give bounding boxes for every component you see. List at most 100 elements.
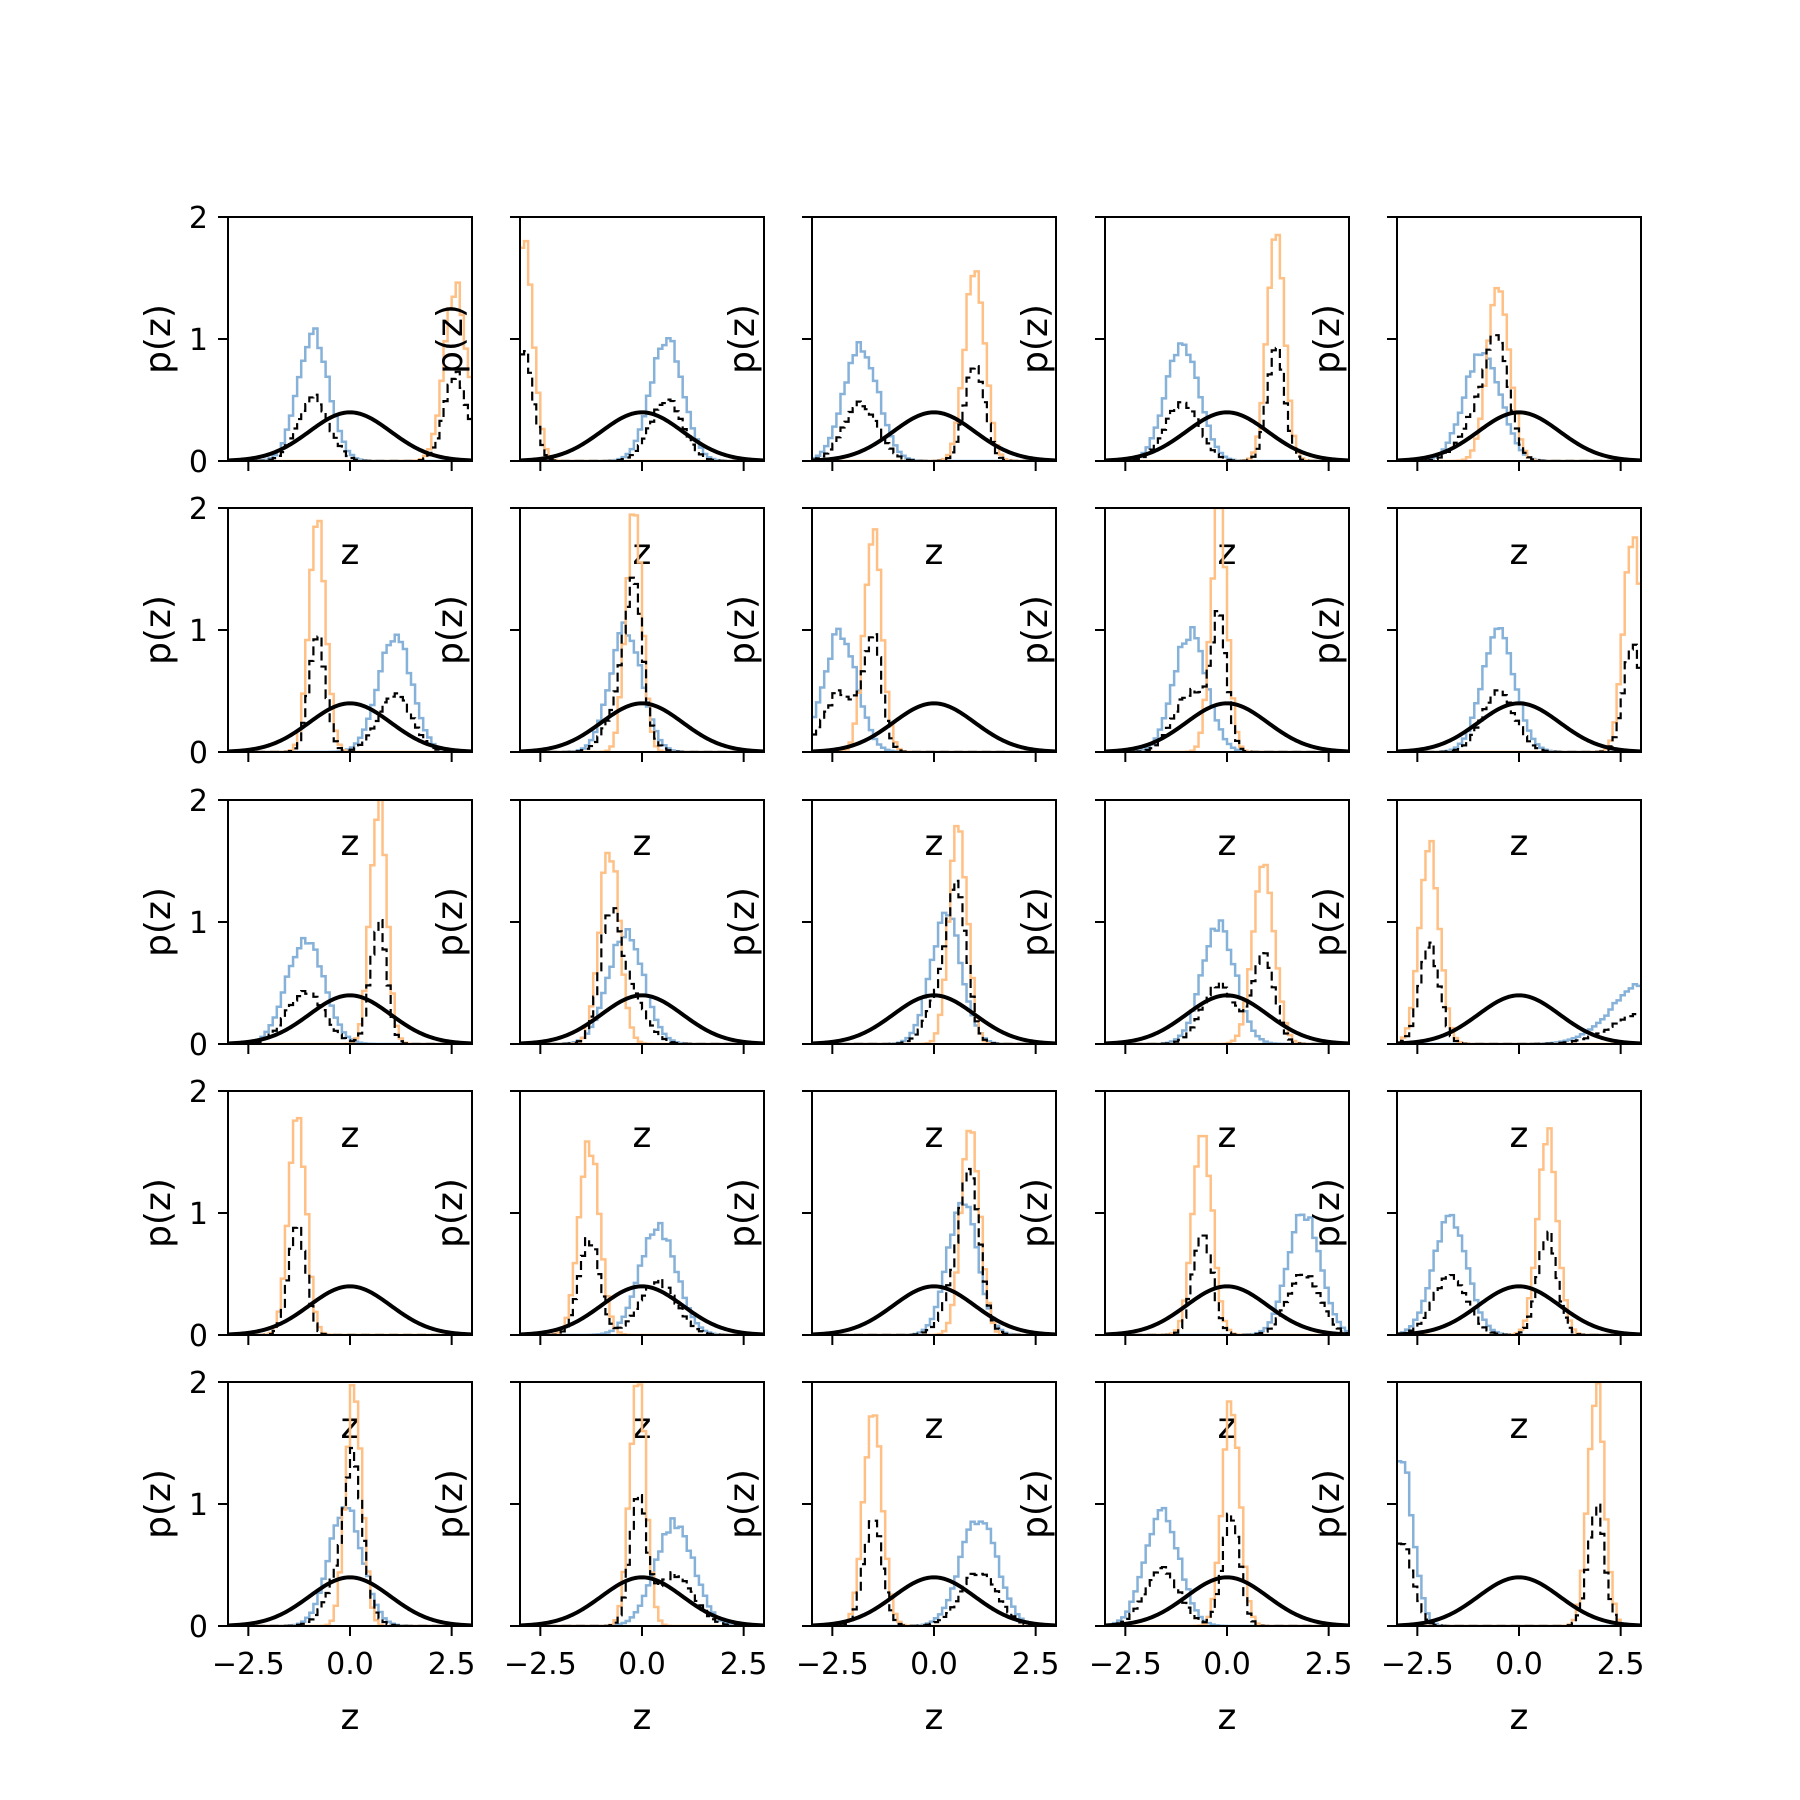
prior-density-curve [1105, 701, 1349, 752]
prior-density-curve [520, 1284, 764, 1335]
mixture-histogram [1397, 1503, 1641, 1626]
prior-density-curve [812, 410, 1056, 461]
orange-histogram [228, 1383, 472, 1626]
mixture-histogram [1397, 1230, 1641, 1335]
orange-histogram [1105, 1400, 1349, 1626]
panel: zp(z) [1307, 1090, 1642, 1447]
panel: −2.5 0.0 2.5 z p(z) [430, 1381, 768, 1738]
x-tick-label: 0.0 [326, 1647, 374, 1682]
x-axis-label: z [1510, 1406, 1529, 1447]
x-axis-label: z [1510, 1115, 1529, 1156]
panel: zp(z) [1015, 799, 1350, 1156]
x-tick-label: −2.5 [796, 1647, 869, 1682]
prior-density-curve [520, 1575, 764, 1626]
y-tick-label: 2 [189, 492, 208, 527]
blue-histogram [1105, 1506, 1349, 1626]
y-axis-label: p(z) [1015, 595, 1056, 665]
x-axis-label: z [925, 1115, 944, 1156]
x-tick-label: −2.5 [212, 1647, 285, 1682]
panel-plot-area [1105, 508, 1349, 752]
x-axis-label: z [341, 1115, 360, 1156]
y-axis-label: p(z) [1307, 1469, 1348, 1539]
mixture-histogram [812, 1519, 1056, 1626]
panel: z p(z) [722, 1090, 1057, 1447]
panel: −2.5 0.0 2.5 z p(z) [722, 1381, 1060, 1738]
panel-plot-area [1105, 1400, 1349, 1626]
panel: 0 1 2 z p(z) [138, 492, 473, 864]
x-tick-label: 2.5 [1305, 1647, 1353, 1682]
x-axis-label: z [1510, 532, 1529, 573]
mixture-histogram [520, 349, 764, 461]
y-tick-label: 2 [189, 784, 208, 819]
prior-density-curve [1397, 993, 1641, 1044]
prior-density-curve [228, 701, 472, 752]
panel: z p(z) [1307, 507, 1642, 864]
mixture-histogram [1105, 951, 1349, 1044]
y-axis-label: p(z) [138, 1469, 179, 1539]
mixture-histogram [1105, 610, 1349, 752]
prior-density-curve [1105, 1575, 1349, 1626]
x-axis-label: z [1218, 1697, 1237, 1738]
prior-density-curve [1397, 701, 1641, 752]
prior-density-curve [812, 1575, 1056, 1626]
y-axis-label: p(z) [1307, 304, 1348, 374]
y-tick-label: 2 [189, 1366, 208, 1401]
y-axis-label: p(z) [430, 304, 471, 374]
x-axis-label: z [341, 823, 360, 864]
prior-density-curve [520, 410, 764, 461]
orange-histogram [520, 1383, 764, 1626]
x-tick-label: 0.0 [1495, 1647, 1543, 1682]
panel: zp(z) [430, 216, 765, 573]
panel: zp(z) [1015, 216, 1350, 573]
y-axis-label: p(z) [1307, 595, 1348, 665]
y-axis-label: p(z) [722, 887, 763, 957]
panel: 0 1 2 z p(z) [138, 201, 473, 573]
orange-histogram [228, 800, 472, 1044]
panel-plot-area [1397, 839, 1641, 1044]
prior-density-curve [1105, 410, 1349, 461]
x-tick-label: −2.5 [1089, 1647, 1162, 1682]
y-axis-label: p(z) [722, 304, 763, 374]
y-axis-label: p(z) [138, 887, 179, 957]
panel-plot-area [1397, 286, 1641, 461]
x-tick-label: −2.5 [504, 1647, 577, 1682]
y-axis-label: p(z) [430, 595, 471, 665]
panel: zp(z) [1015, 1090, 1350, 1447]
prior-density-curve [812, 701, 1056, 752]
orange-histogram [1105, 508, 1349, 752]
orange-histogram [1397, 839, 1641, 1044]
mixture-histogram [228, 370, 472, 461]
y-axis-label: p(z) [430, 887, 471, 957]
y-tick-label: 0 [189, 736, 208, 771]
y-axis-label: p(z) [1015, 1178, 1056, 1248]
y-tick-label: 1 [189, 906, 208, 941]
y-tick-label: 1 [189, 1488, 208, 1523]
prior-density-curve [812, 993, 1056, 1044]
panel: zp(z) [430, 799, 765, 1156]
prior-density-curve [228, 410, 472, 461]
panel: z p(z) [1307, 799, 1642, 1156]
blue-histogram [1105, 625, 1349, 752]
panel: 0 1 2 z p(z) [138, 1075, 473, 1447]
prior-density-curve [520, 701, 764, 752]
y-tick-label: 0 [189, 1319, 208, 1354]
y-axis-label: p(z) [138, 595, 179, 665]
panel: z p(z) [722, 216, 1057, 573]
orange-histogram [1397, 1382, 1641, 1626]
y-axis-label: p(z) [1307, 887, 1348, 957]
panel: −2.5 0.0 2.5 0 1 2 z p(z) [138, 1366, 476, 1738]
y-tick-label: 0 [189, 1028, 208, 1063]
panel-plot-area [228, 281, 472, 461]
x-axis-label: z [633, 1697, 652, 1738]
panel: z p(z) [722, 507, 1057, 864]
y-axis-label: p(z) [722, 595, 763, 665]
y-axis-label: p(z) [430, 1469, 471, 1539]
x-axis-label: z [925, 532, 944, 573]
panel: zp(z) [430, 507, 765, 864]
x-axis-label: z [341, 1697, 360, 1738]
mixture-histogram [812, 1167, 1056, 1335]
x-tick-label: 2.5 [1012, 1647, 1060, 1682]
y-tick-label: 2 [189, 201, 208, 236]
y-axis-label: p(z) [722, 1469, 763, 1539]
orange-histogram [228, 281, 472, 461]
